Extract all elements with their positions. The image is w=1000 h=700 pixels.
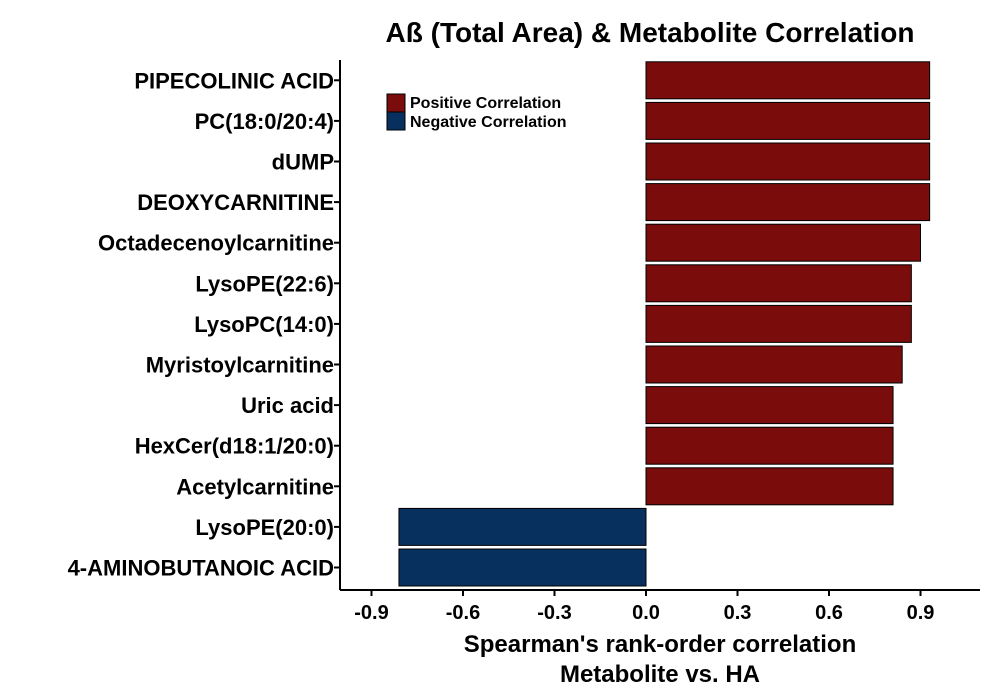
x-tick-label-3: 0.0	[632, 602, 660, 624]
bar-9	[645, 426, 894, 465]
category-label-12: 4-AMINOBUTANOIC ACID	[68, 556, 334, 581]
bar-2	[645, 142, 931, 181]
bars-layer	[398, 61, 931, 587]
category-label-3: DEOXYCARNITINE	[137, 190, 334, 215]
x-axis-ticks: -0.9 -0.6 -0.3 0.0 0.3 0.6 0.9	[354, 590, 934, 624]
bar-12	[398, 548, 647, 587]
bar-10	[645, 467, 894, 506]
x-axis-label-line2: Metabolite vs. HA	[560, 661, 760, 688]
x-tick-label-5: 0.6	[815, 602, 843, 624]
category-label-4: Octadecenoylcarnitine	[98, 231, 334, 256]
bar-0	[645, 61, 931, 100]
category-label-7: Myristoylcarnitine	[146, 353, 334, 378]
bar-6	[645, 304, 912, 343]
bar-4	[645, 223, 921, 262]
category-label-1: PC(18:0/20:4)	[195, 109, 334, 134]
legend: Positive Correlation Negative Correlatio…	[386, 93, 566, 131]
category-label-10: Acetylcarnitine	[176, 474, 334, 499]
legend-swatch-positive	[386, 93, 406, 113]
bar-3	[645, 183, 931, 222]
category-label-0: PIPECOLINIC ACID	[134, 68, 334, 93]
bar-11	[398, 507, 647, 546]
x-axis-label-line1: Spearman's rank-order correlation	[464, 631, 857, 658]
x-tick-label-2: -0.3	[537, 602, 571, 624]
bar-7	[645, 345, 903, 384]
category-label-6: LysoPC(14:0)	[194, 312, 334, 337]
category-labels: PIPECOLINIC ACID PC(18:0/20:4) dUMP DEOXYCA…	[68, 68, 340, 581]
chart-title: Aß (Total Area) & Metabolite Correlation	[386, 17, 915, 48]
x-tick-label-0: -0.9	[354, 602, 388, 624]
category-label-2: dUMP	[272, 150, 334, 175]
legend-label-negative: Negative Correlation	[410, 114, 566, 131]
category-label-11: LysoPE(20:0)	[195, 515, 334, 540]
category-label-8: Uric acid	[241, 393, 334, 418]
x-tick-label-1: -0.6	[446, 602, 480, 624]
legend-swatch-negative	[386, 111, 406, 131]
category-label-5: LysoPE(22:6)	[195, 271, 334, 296]
bar-5	[645, 264, 912, 303]
bar-1	[645, 101, 931, 140]
legend-label-positive: Positive Correlation	[410, 95, 561, 112]
category-label-9: HexCer(d18:1/20:0)	[135, 434, 334, 459]
x-tick-label-6: 0.9	[907, 602, 935, 624]
x-tick-label-4: 0.3	[724, 602, 752, 624]
bar-8	[645, 386, 894, 425]
